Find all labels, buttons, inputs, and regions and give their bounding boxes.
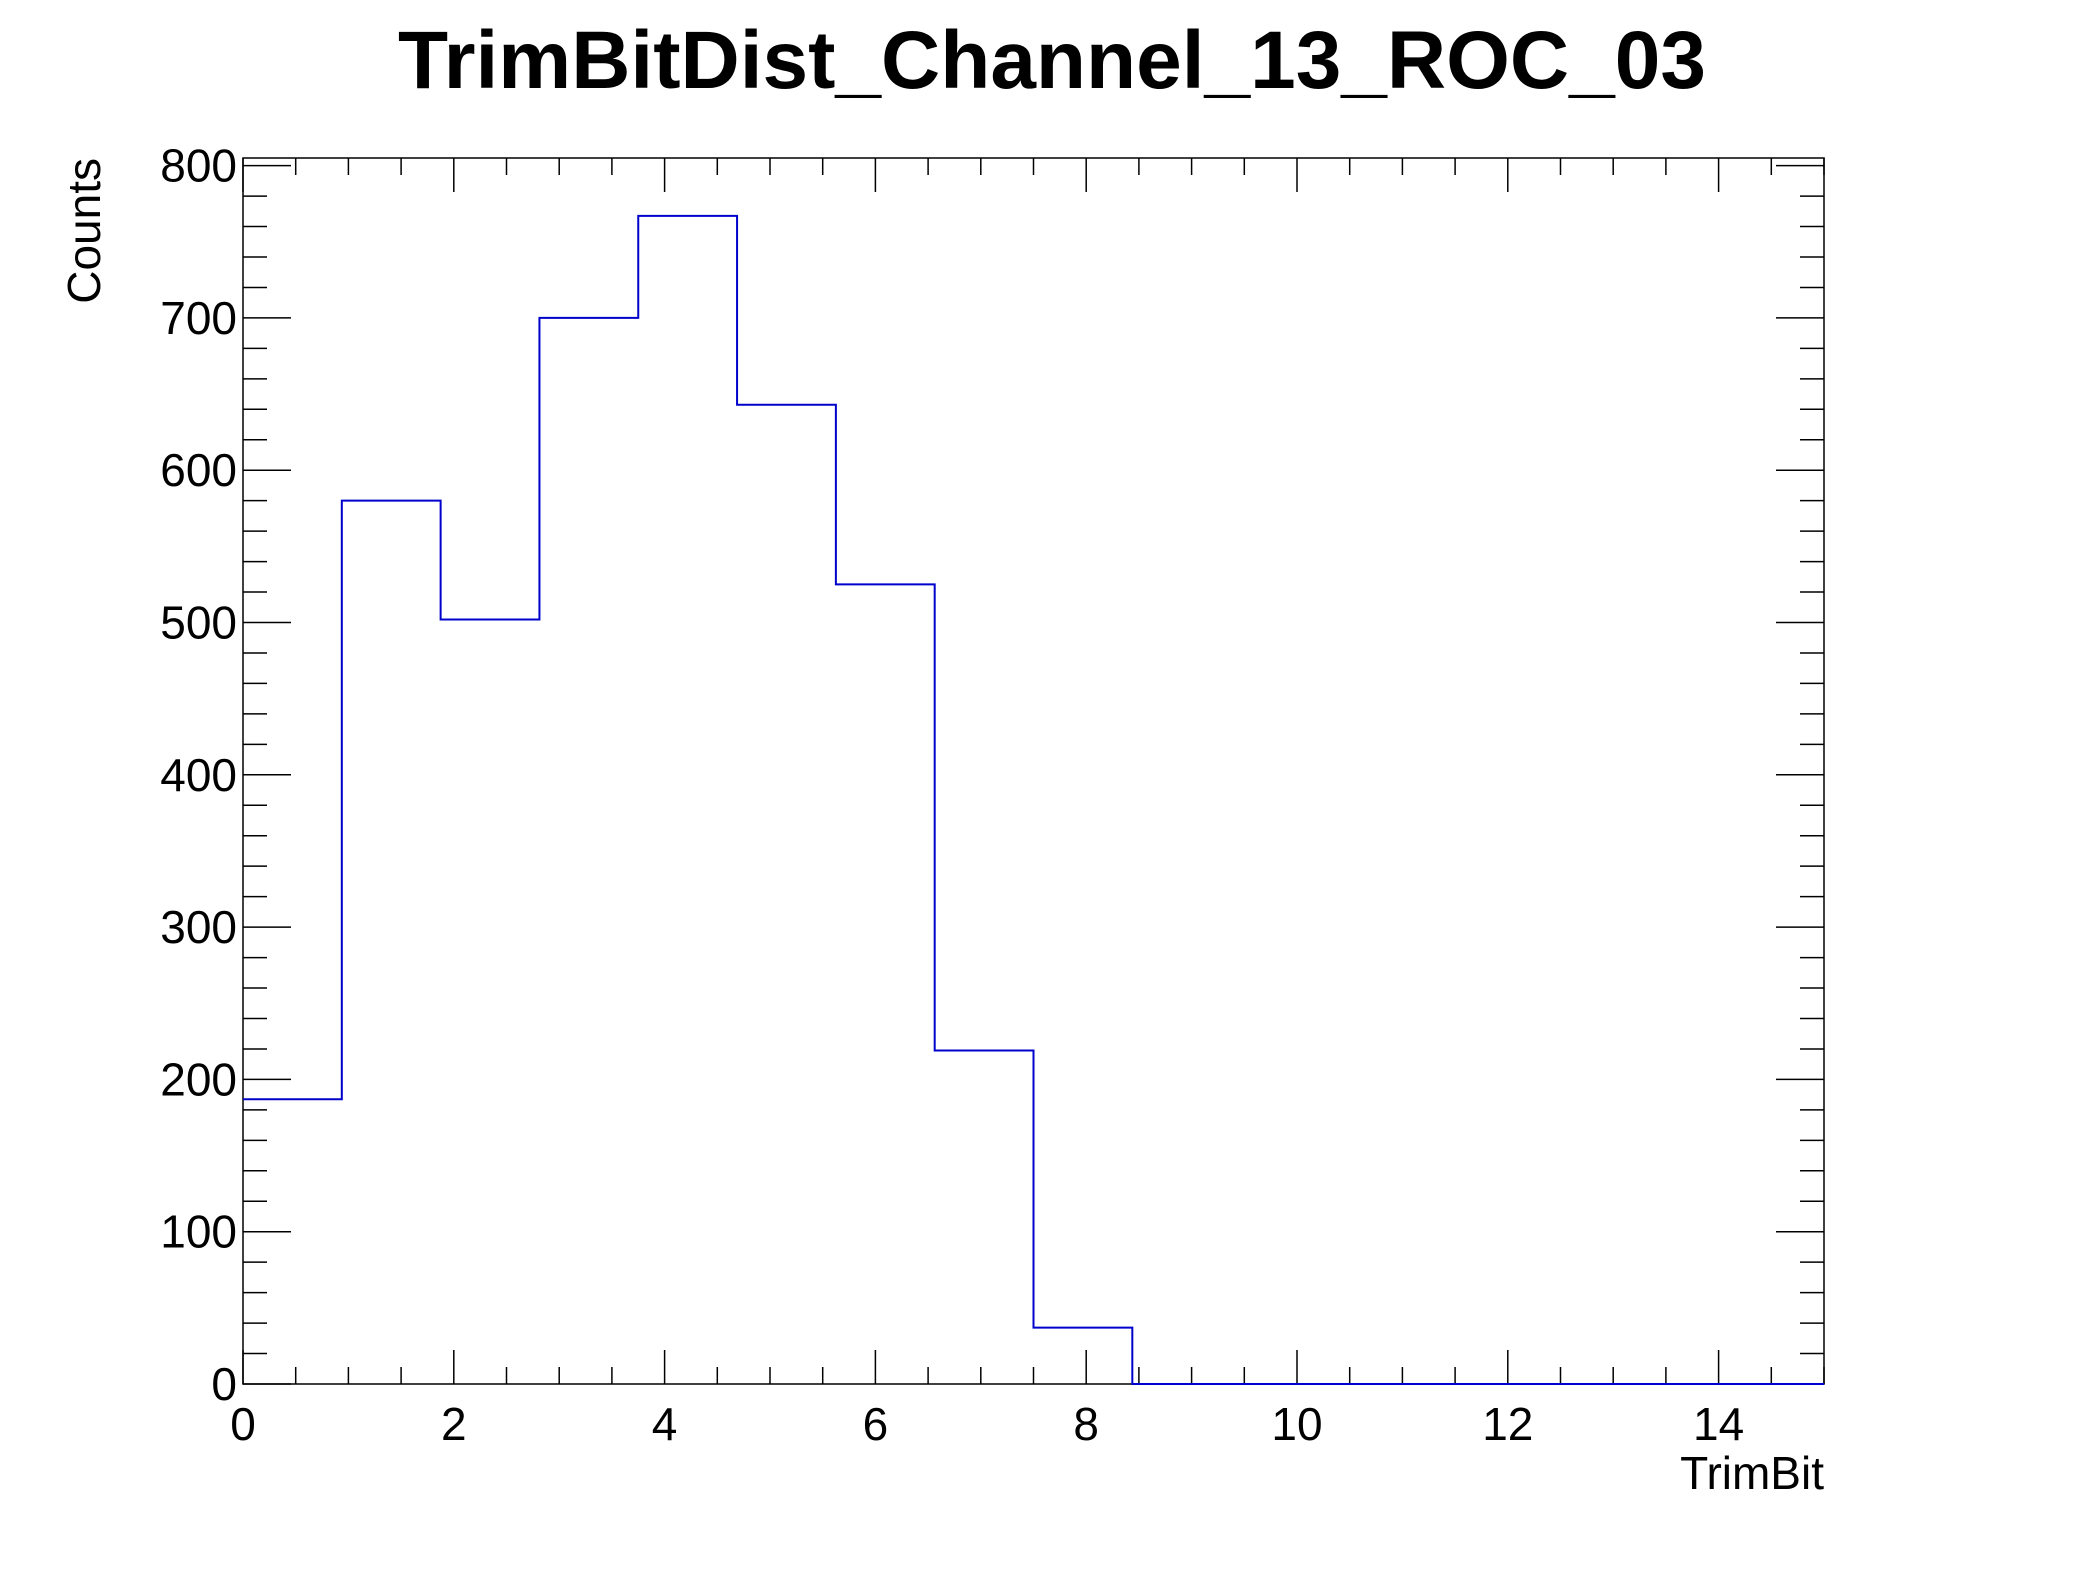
tick-labels: 0 2 4 6 8 10 12 14 0 100 200 300 400 500 600 700 800 (160, 140, 1744, 1450)
x-axis-label: TrimBit (1680, 1447, 1824, 1499)
y-tick-label: 0 (211, 1358, 237, 1410)
y-tick-label: 200 (160, 1053, 237, 1105)
histogram-bin (737, 405, 836, 1384)
x-tick-label: 6 (863, 1398, 889, 1450)
histogram-series (243, 214, 1824, 1385)
x-tick-label: 8 (1073, 1398, 1099, 1450)
histogram-bin (539, 318, 638, 1384)
histogram-bin (935, 1050, 1034, 1384)
x-tick-label: 2 (441, 1398, 467, 1450)
x-tick-label: 14 (1693, 1398, 1744, 1450)
y-axis-label: Counts (58, 158, 110, 304)
y-tick-label: 700 (160, 292, 237, 344)
y-tick-label: 300 (160, 901, 237, 953)
histogram-bin (342, 501, 441, 1384)
histogram-bin (1034, 1328, 1133, 1384)
x-tick-label: 10 (1271, 1398, 1322, 1450)
y-tick-label: 600 (160, 444, 237, 496)
x-tick-label: 12 (1482, 1398, 1533, 1450)
y-tick-label: 500 (160, 597, 237, 649)
y-tick-label: 400 (160, 749, 237, 801)
histogram-bin (836, 584, 935, 1384)
y-tick-label: 100 (160, 1206, 237, 1258)
histogram-bin (441, 619, 540, 1384)
histogram-bin (243, 1099, 342, 1384)
axis-ticks (242, 158, 1825, 1385)
histogram-bin (638, 216, 737, 1384)
x-tick-label: 0 (230, 1398, 256, 1450)
y-tick-label: 800 (160, 140, 237, 192)
chart-title: TrimBitDist_Channel_13_ROC_03 (398, 15, 1706, 106)
x-tick-label: 4 (652, 1398, 678, 1450)
histogram-outline (243, 214, 1824, 1385)
